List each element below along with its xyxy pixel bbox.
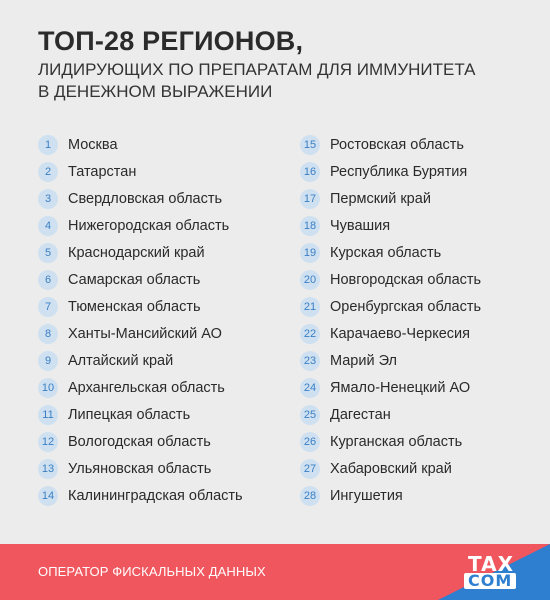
rank-badge: 28 <box>300 485 320 506</box>
region-item: 4 Нижегородская область <box>38 212 243 239</box>
region-item: 15 Ростовская область <box>300 131 481 158</box>
region-item: 26 Курганская область <box>300 428 481 455</box>
region-item: 12 Вологодская область <box>38 428 243 455</box>
rank-badge: 8 <box>38 323 58 344</box>
region-name: Архангельская область <box>68 379 225 396</box>
region-name: Ямало-Ненецкий АО <box>330 379 471 396</box>
region-item: 21 Оренбургская область <box>300 293 481 320</box>
region-item: 6 Самарская область <box>38 266 243 293</box>
header: ТОП-28 РЕГИОНОВ, ЛИДИРУЮЩИХ ПО ПРЕПАРАТА… <box>38 26 528 103</box>
rank-badge: 1 <box>38 134 58 155</box>
subtitle-line-1: ЛИДИРУЮЩИХ ПО ПРЕПАРАТАМ ДЛЯ ИММУНИТЕТА <box>38 60 476 79</box>
regions-list-right: 15 Ростовская область 16 Республика Бурятия… <box>300 131 481 509</box>
region-name: Ингушетия <box>330 487 403 504</box>
region-item: 2 Татарстан <box>38 158 243 185</box>
region-item: 25 Дагестан <box>300 401 481 428</box>
rank-badge: 25 <box>300 404 320 425</box>
footer-background <box>0 544 550 600</box>
rank-badge: 13 <box>38 458 58 479</box>
region-item: 20 Новгородская область <box>300 266 481 293</box>
region-item: 23 Марий Эл <box>300 347 481 374</box>
rank-badge: 11 <box>38 404 58 425</box>
regions-list-left: 1 Москва 2 Татарстан 3 Свердловская область 4 Н… <box>38 131 243 509</box>
rank-badge: 10 <box>38 377 58 398</box>
region-item: 28 Ингушетия <box>300 482 481 509</box>
logo-text-bottom: COM <box>464 573 517 589</box>
rank-badge: 12 <box>38 431 58 452</box>
region-name: Пермский край <box>330 190 431 207</box>
region-name: Хабаровский край <box>330 460 452 477</box>
region-name: Марий Эл <box>330 352 397 369</box>
rank-badge: 24 <box>300 377 320 398</box>
region-item: 5 Краснодарский край <box>38 239 243 266</box>
region-name: Нижегородская область <box>68 217 230 234</box>
region-item: 8 Ханты-Мансийский АО <box>38 320 243 347</box>
region-name: Москва <box>68 136 118 153</box>
region-item: 14 Калининградская область <box>38 482 243 509</box>
region-item: 27 Хабаровский край <box>300 455 481 482</box>
region-item: 24 Ямало-Ненецкий АО <box>300 374 481 401</box>
rank-badge: 14 <box>38 485 58 506</box>
region-item: 7 Тюменская область <box>38 293 243 320</box>
region-name: Ханты-Мансийский АО <box>68 325 222 342</box>
rank-badge: 9 <box>38 350 58 371</box>
rank-badge: 6 <box>38 269 58 290</box>
region-name: Липецкая область <box>68 406 191 423</box>
region-name: Курская область <box>330 244 442 261</box>
rank-badge: 27 <box>300 458 320 479</box>
region-name: Ульяновская область <box>68 460 212 477</box>
region-item: 18 Чувашия <box>300 212 481 239</box>
region-item: 13 Ульяновская область <box>38 455 243 482</box>
rank-badge: 4 <box>38 215 58 236</box>
rank-badge: 22 <box>300 323 320 344</box>
region-name: Краснодарский край <box>68 244 205 261</box>
page-title: ТОП-28 РЕГИОНОВ, <box>38 26 304 56</box>
rank-badge: 20 <box>300 269 320 290</box>
region-item: 9 Алтайский край <box>38 347 243 374</box>
region-item: 3 Свердловская область <box>38 185 243 212</box>
region-name: Свердловская область <box>68 190 223 207</box>
rank-badge: 16 <box>300 161 320 182</box>
region-name: Новгородская область <box>330 271 482 288</box>
rank-badge: 26 <box>300 431 320 452</box>
region-name: Ростовская область <box>330 136 464 153</box>
rank-badge: 3 <box>38 188 58 209</box>
rank-badge: 21 <box>300 296 320 317</box>
region-name: Карачаево-Черкесия <box>330 325 471 342</box>
region-name: Алтайский край <box>68 352 174 369</box>
taxcom-logo: TAX COM <box>464 554 536 592</box>
region-name: Курганская область <box>330 433 463 450</box>
region-name: Дагестан <box>330 406 391 423</box>
rank-badge: 17 <box>300 188 320 209</box>
region-item: 19 Курская область <box>300 239 481 266</box>
rank-badge: 23 <box>300 350 320 371</box>
region-name: Вологодская область <box>68 433 211 450</box>
region-name: Татарстан <box>68 163 137 180</box>
page-subtitle: ЛИДИРУЮЩИХ ПО ПРЕПАРАТАМ ДЛЯ ИММУНИТЕТА … <box>38 59 528 103</box>
region-item: 17 Пермский край <box>300 185 481 212</box>
region-item: 16 Республика Бурятия <box>300 158 481 185</box>
region-name: Республика Бурятия <box>330 163 468 180</box>
footer-banner: ОПЕРАТОР ФИСКАЛЬНЫХ ДАННЫХ TAX COM <box>0 544 550 600</box>
region-name: Тюменская область <box>68 298 201 315</box>
region-item: 22 Карачаево-Черкесия <box>300 320 481 347</box>
logo-text-top: TAX <box>468 552 514 576</box>
rank-badge: 2 <box>38 161 58 182</box>
region-name: Чувашия <box>330 217 391 234</box>
region-name: Самарская область <box>68 271 201 288</box>
rank-badge: 5 <box>38 242 58 263</box>
footer-text: ОПЕРАТОР ФИСКАЛЬНЫХ ДАННЫХ <box>38 564 266 579</box>
region-item: 11 Липецкая область <box>38 401 243 428</box>
rank-badge: 19 <box>300 242 320 263</box>
rank-badge: 7 <box>38 296 58 317</box>
region-name: Оренбургская область <box>330 298 482 315</box>
region-item: 1 Москва <box>38 131 243 158</box>
rank-badge: 18 <box>300 215 320 236</box>
region-item: 10 Архангельская область <box>38 374 243 401</box>
subtitle-line-2: В ДЕНЕЖНОМ ВЫРАЖЕНИИ <box>38 82 273 101</box>
region-name: Калининградская область <box>68 487 243 504</box>
rank-badge: 15 <box>300 134 320 155</box>
